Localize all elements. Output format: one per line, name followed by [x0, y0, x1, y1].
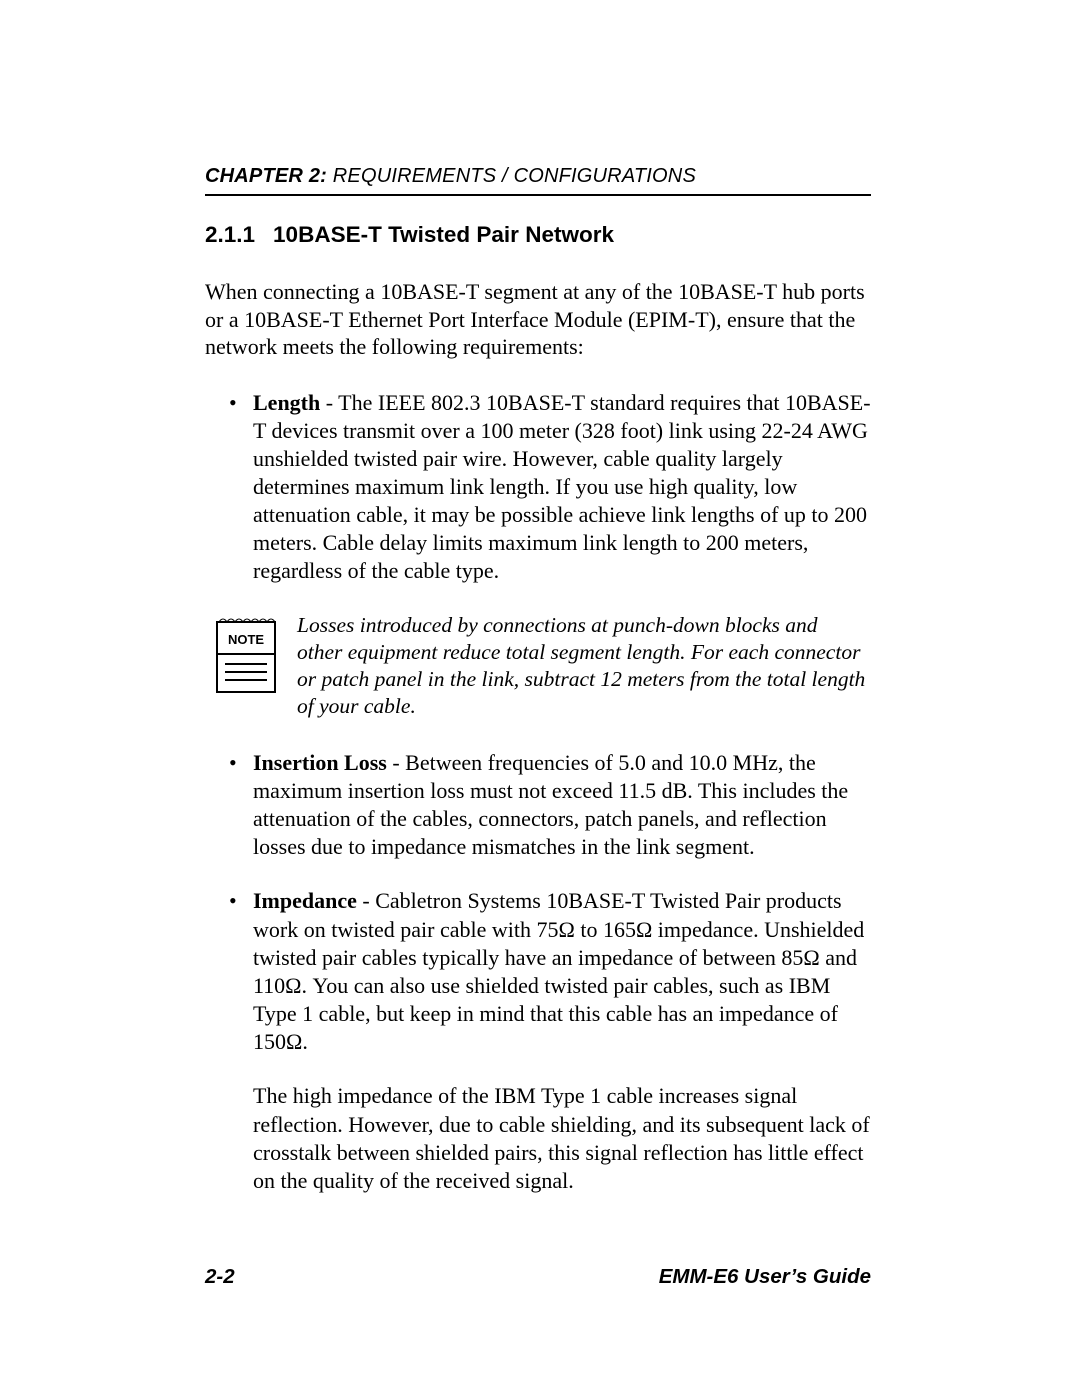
page-number: 2-2	[205, 1265, 235, 1289]
page-footer: 2-2 EMM-E6 User’s Guide	[205, 1265, 871, 1289]
note-label-text: NOTE	[228, 632, 264, 647]
list-item: Length - The IEEE 802.3 10BASE-T standar…	[253, 389, 871, 586]
term-insertion-loss: Insertion Loss	[253, 750, 387, 775]
impedance-continuation: The high impedance of the IBM Type 1 cab…	[205, 1082, 871, 1195]
header-rule	[205, 194, 871, 196]
intro-paragraph: When connecting a 10BASE-T segment at an…	[205, 278, 871, 361]
section-title: 10BASE-T Twisted Pair Network	[273, 222, 614, 247]
chapter-title: REQUIREMENTS / CONFIGURATIONS	[327, 165, 696, 187]
note-icon: NOTE	[213, 614, 279, 701]
list-item: Impedance - Cabletron Systems 10BASE-T T…	[253, 887, 871, 1056]
list-item: Insertion Loss - Between frequencies of …	[253, 749, 871, 862]
requirements-list-cont: Insertion Loss - Between frequencies of …	[205, 749, 871, 1057]
note-text: Losses introduced by connections at punc…	[297, 612, 871, 721]
term-length: Length	[253, 390, 320, 415]
page: CHAPTER 2: REQUIREMENTS / CONFIGURATIONS…	[0, 0, 1080, 1397]
section-number: 2.1.1	[205, 222, 255, 247]
note-block: NOTE Losses introduced by connections at…	[205, 612, 871, 721]
guide-title: EMM-E6 User’s Guide	[659, 1265, 871, 1289]
section-heading: 2.1.1 10BASE-T Twisted Pair Network	[205, 222, 871, 248]
requirements-list: Length - The IEEE 802.3 10BASE-T standar…	[205, 389, 871, 586]
term-impedance: Impedance	[253, 888, 357, 913]
running-header: CHAPTER 2: REQUIREMENTS / CONFIGURATIONS	[205, 165, 871, 188]
term-length-text: - The IEEE 802.3 10BASE-T standard requi…	[253, 390, 871, 584]
chapter-label: CHAPTER 2:	[205, 165, 327, 187]
